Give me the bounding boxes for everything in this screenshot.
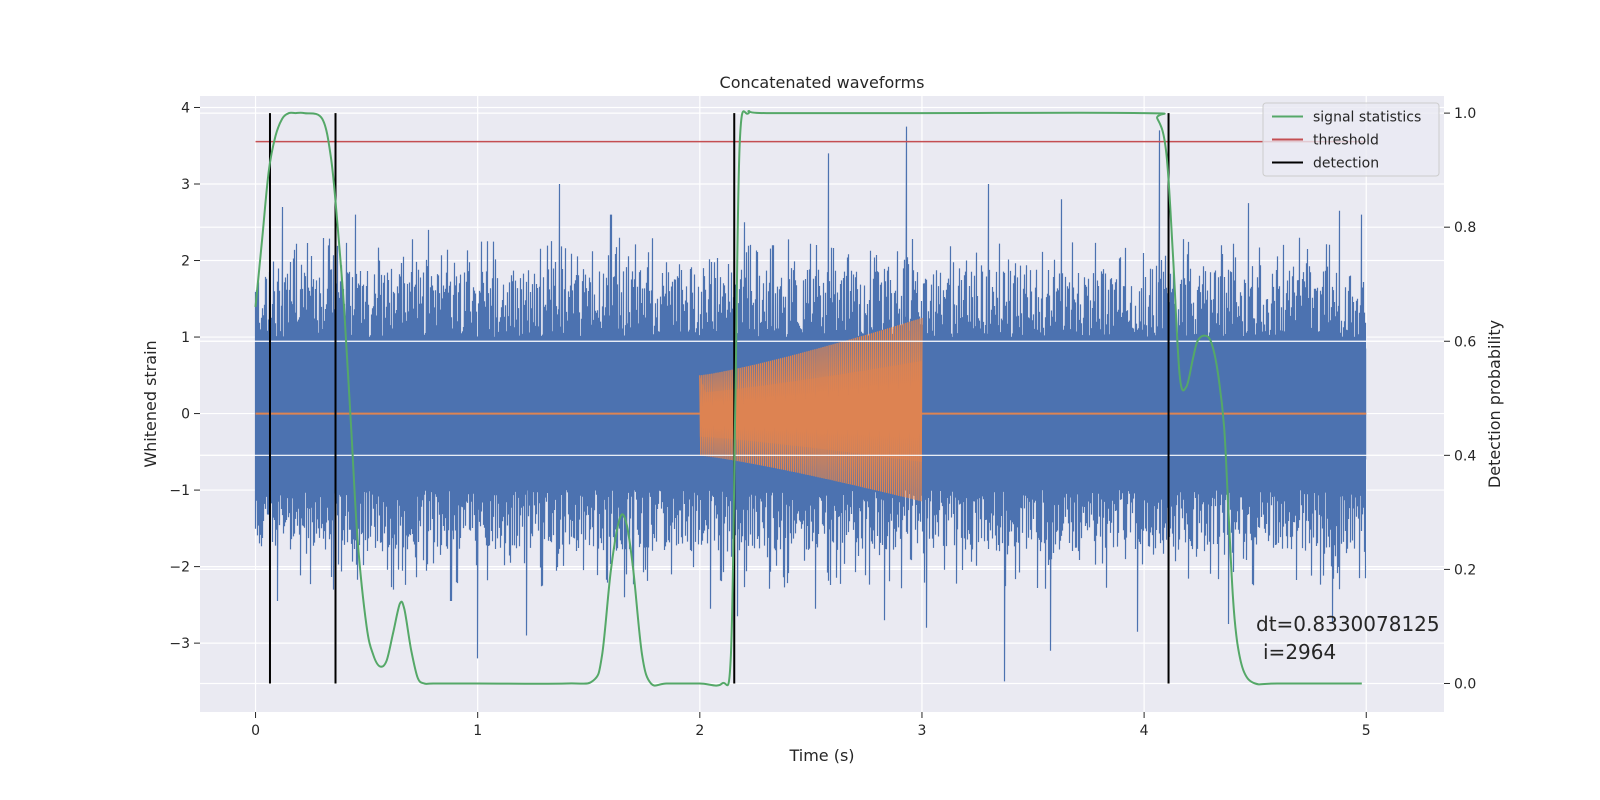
y-tick-label: 2 <box>181 254 190 270</box>
y-tick-label: 3 <box>181 177 190 193</box>
y-axis-right-label: Detection probability <box>1485 320 1504 488</box>
x-tick-label: 0 <box>251 723 260 739</box>
legend: signal statistics threshold detection <box>1262 102 1440 177</box>
chart-title: Concatenated waveforms <box>720 73 925 92</box>
legend-label-detection: detection <box>1313 156 1379 172</box>
legend-label-signal-statistics: signal statistics <box>1313 110 1421 126</box>
y-axis-label: Whitened strain <box>141 340 160 467</box>
x-tick-label: 5 <box>1362 723 1371 739</box>
signal-statistics-line <box>254 110 1362 687</box>
injection-envelope <box>699 361 922 462</box>
x-axis-label: Time (s) <box>788 746 854 765</box>
y-right-tick-label: 0.6 <box>1454 334 1476 350</box>
y-right-tick-label: 0.2 <box>1454 562 1476 578</box>
annotation-dt: dt=0.8330078125 <box>1256 612 1440 636</box>
y-right-tick-label: 0.4 <box>1454 448 1476 464</box>
y-tick-label: −2 <box>169 560 190 576</box>
legend-label-threshold: threshold <box>1313 133 1379 149</box>
y-tick-label: −3 <box>169 636 190 652</box>
x-tick-label: 2 <box>695 723 704 739</box>
x-tick-label: 1 <box>473 723 482 739</box>
y-tick-label: 4 <box>181 100 190 116</box>
series-layer <box>200 110 1444 687</box>
x-tick-label: 4 <box>1140 723 1149 739</box>
y-tick-label: 1 <box>181 330 190 346</box>
y-right-tick-label: 0.8 <box>1454 220 1476 236</box>
y-right-tick-label: 0.0 <box>1454 676 1476 692</box>
y-right-tick-label: 1.0 <box>1454 106 1476 122</box>
annotation-i: i=2964 <box>1263 640 1336 664</box>
y-tick-label: 0 <box>181 407 190 423</box>
axes: 0 1 2 3 4 5 −3 −2 −1 0 1 2 3 4 0.0 0.2 0.4 0.6 0.8 1.0 <box>169 100 1476 739</box>
y-tick-label: −1 <box>169 483 190 499</box>
legend-box <box>1262 102 1440 177</box>
x-tick-label: 3 <box>918 723 927 739</box>
